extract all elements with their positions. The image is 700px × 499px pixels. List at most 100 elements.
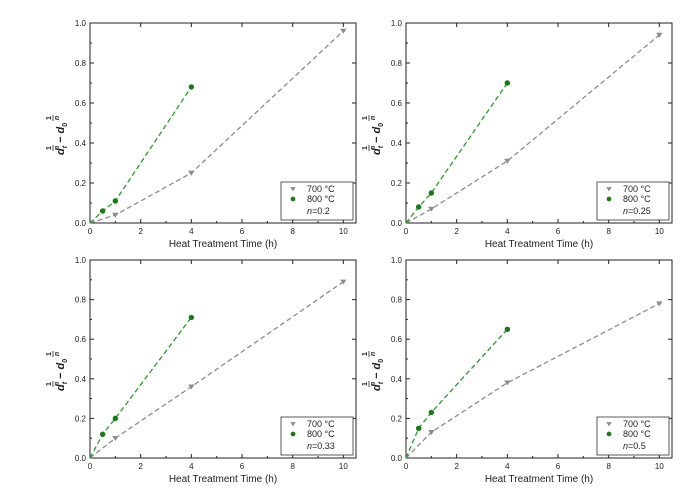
- y-label-base-t: d: [55, 384, 67, 391]
- x-tick-label: 0: [88, 462, 93, 471]
- x-tick-label: 8: [606, 227, 611, 236]
- x-tick-label: 6: [240, 462, 245, 471]
- x-tick-label: 8: [606, 462, 611, 471]
- y-label-sub-0: 0: [62, 123, 69, 127]
- y-label-exp-0-den: n: [370, 116, 377, 120]
- series-2: [89, 84, 195, 224]
- y-tick-label: 0.0: [391, 454, 403, 463]
- y-tick-label: 0.0: [75, 454, 87, 463]
- y-label-base-t: d: [55, 148, 67, 155]
- n-value: =0.5: [628, 441, 646, 451]
- legend-entry-label: 800 °C: [623, 194, 651, 204]
- y-tick-label: 1.0: [75, 256, 87, 265]
- y-label-base-0: d: [371, 126, 383, 133]
- legend-marker: [290, 422, 296, 427]
- y-tick-label: 0.6: [75, 99, 87, 108]
- data-point: [504, 80, 511, 86]
- data-point: [428, 206, 435, 212]
- y-label-main: dt−d0: [371, 123, 385, 155]
- y-label-sub-0: 0: [62, 359, 69, 363]
- y-label-sub-t: t: [378, 381, 385, 384]
- y-tick-label: 0.6: [391, 99, 403, 108]
- y-axis-label: dt−d01 n1 n: [362, 351, 385, 391]
- y-label-minus: −: [55, 136, 67, 142]
- series-1: [405, 301, 663, 459]
- x-tick-label: 6: [556, 462, 561, 471]
- legend-marker: [606, 187, 612, 192]
- y-label-exp-t-num: 1: [362, 382, 369, 386]
- x-tick-label: 6: [556, 227, 561, 236]
- x-axis-label: Heat Treatment Time (h): [169, 474, 277, 485]
- x-tick-label: 0: [404, 462, 409, 471]
- data-point: [428, 190, 435, 196]
- legend-entry-label: 700 °C: [623, 419, 651, 429]
- y-label-main: dt−d0: [371, 359, 385, 391]
- data-point: [504, 380, 511, 386]
- y-label-base-t: d: [371, 148, 383, 155]
- y-label-base-t: d: [371, 384, 383, 391]
- y-label-exp-t-den: n: [370, 146, 377, 150]
- y-tick-label: 0.4: [391, 375, 403, 384]
- y-label-main: dt−d0: [55, 123, 69, 155]
- x-tick-label: 2: [138, 462, 143, 471]
- series-fit-line: [405, 328, 508, 459]
- x-tick-label: 10: [339, 227, 348, 236]
- legend-entry-label: 800 °C: [307, 429, 335, 439]
- series-2: [405, 326, 511, 459]
- y-label-sub-t: t: [62, 145, 69, 148]
- series-fit-line: [89, 317, 192, 459]
- data-point: [415, 425, 422, 432]
- legend-entry-label: 700 °C: [623, 184, 651, 194]
- y-label-exp-0-num: 1: [46, 116, 53, 120]
- y-tick-label: 0.4: [75, 139, 87, 148]
- x-tick-label: 2: [454, 462, 459, 471]
- data-point: [428, 409, 435, 416]
- series-1: [89, 279, 347, 459]
- y-label-exp-0-num: 1: [362, 352, 369, 356]
- data-point: [112, 415, 119, 422]
- y-label-minus: −: [371, 372, 383, 378]
- y-label-sub-t: t: [62, 381, 69, 384]
- x-tick-label: 8: [290, 227, 295, 236]
- data-point: [428, 430, 435, 436]
- x-tick-label: 6: [240, 227, 245, 236]
- data-point: [504, 158, 511, 164]
- x-tick-label: 10: [339, 462, 348, 471]
- x-tick-label: 4: [189, 462, 194, 471]
- y-tick-label: 0.6: [391, 335, 403, 344]
- data-point: [188, 384, 195, 390]
- series-fit-line: [89, 86, 192, 224]
- y-label-exp-t-den: n: [370, 382, 377, 386]
- n-value-label: n=0.2: [307, 206, 330, 216]
- y-label-exp-0-den: n: [54, 116, 61, 120]
- x-tick-label: 2: [454, 227, 459, 236]
- y-label-exp-t-den: n: [54, 382, 61, 386]
- series-2: [405, 80, 511, 224]
- series-fit-line: [89, 281, 344, 459]
- legend-entry-label: 800 °C: [623, 429, 651, 439]
- n-value-label: n=0.5: [623, 441, 646, 451]
- y-tick-label: 0.2: [75, 179, 87, 188]
- y-tick-label: 0.0: [391, 219, 403, 228]
- x-tick-label: 0: [88, 227, 93, 236]
- legend-marker: [290, 187, 296, 192]
- series-fit-line: [405, 82, 508, 224]
- legend-marker: [290, 431, 296, 437]
- x-tick-label: 10: [655, 227, 664, 236]
- data-point: [340, 279, 347, 285]
- y-axis-label: dt−d01 n1 n: [362, 115, 385, 155]
- y-label-minus: −: [371, 136, 383, 142]
- data-point: [112, 212, 119, 218]
- n-value: =0.25: [628, 206, 651, 216]
- data-point: [99, 208, 106, 214]
- y-tick-label: 0.4: [75, 375, 87, 384]
- y-axis-label: dt−d01 n1 n: [46, 351, 69, 391]
- data-point: [415, 204, 422, 210]
- y-tick-label: 0.6: [75, 335, 87, 344]
